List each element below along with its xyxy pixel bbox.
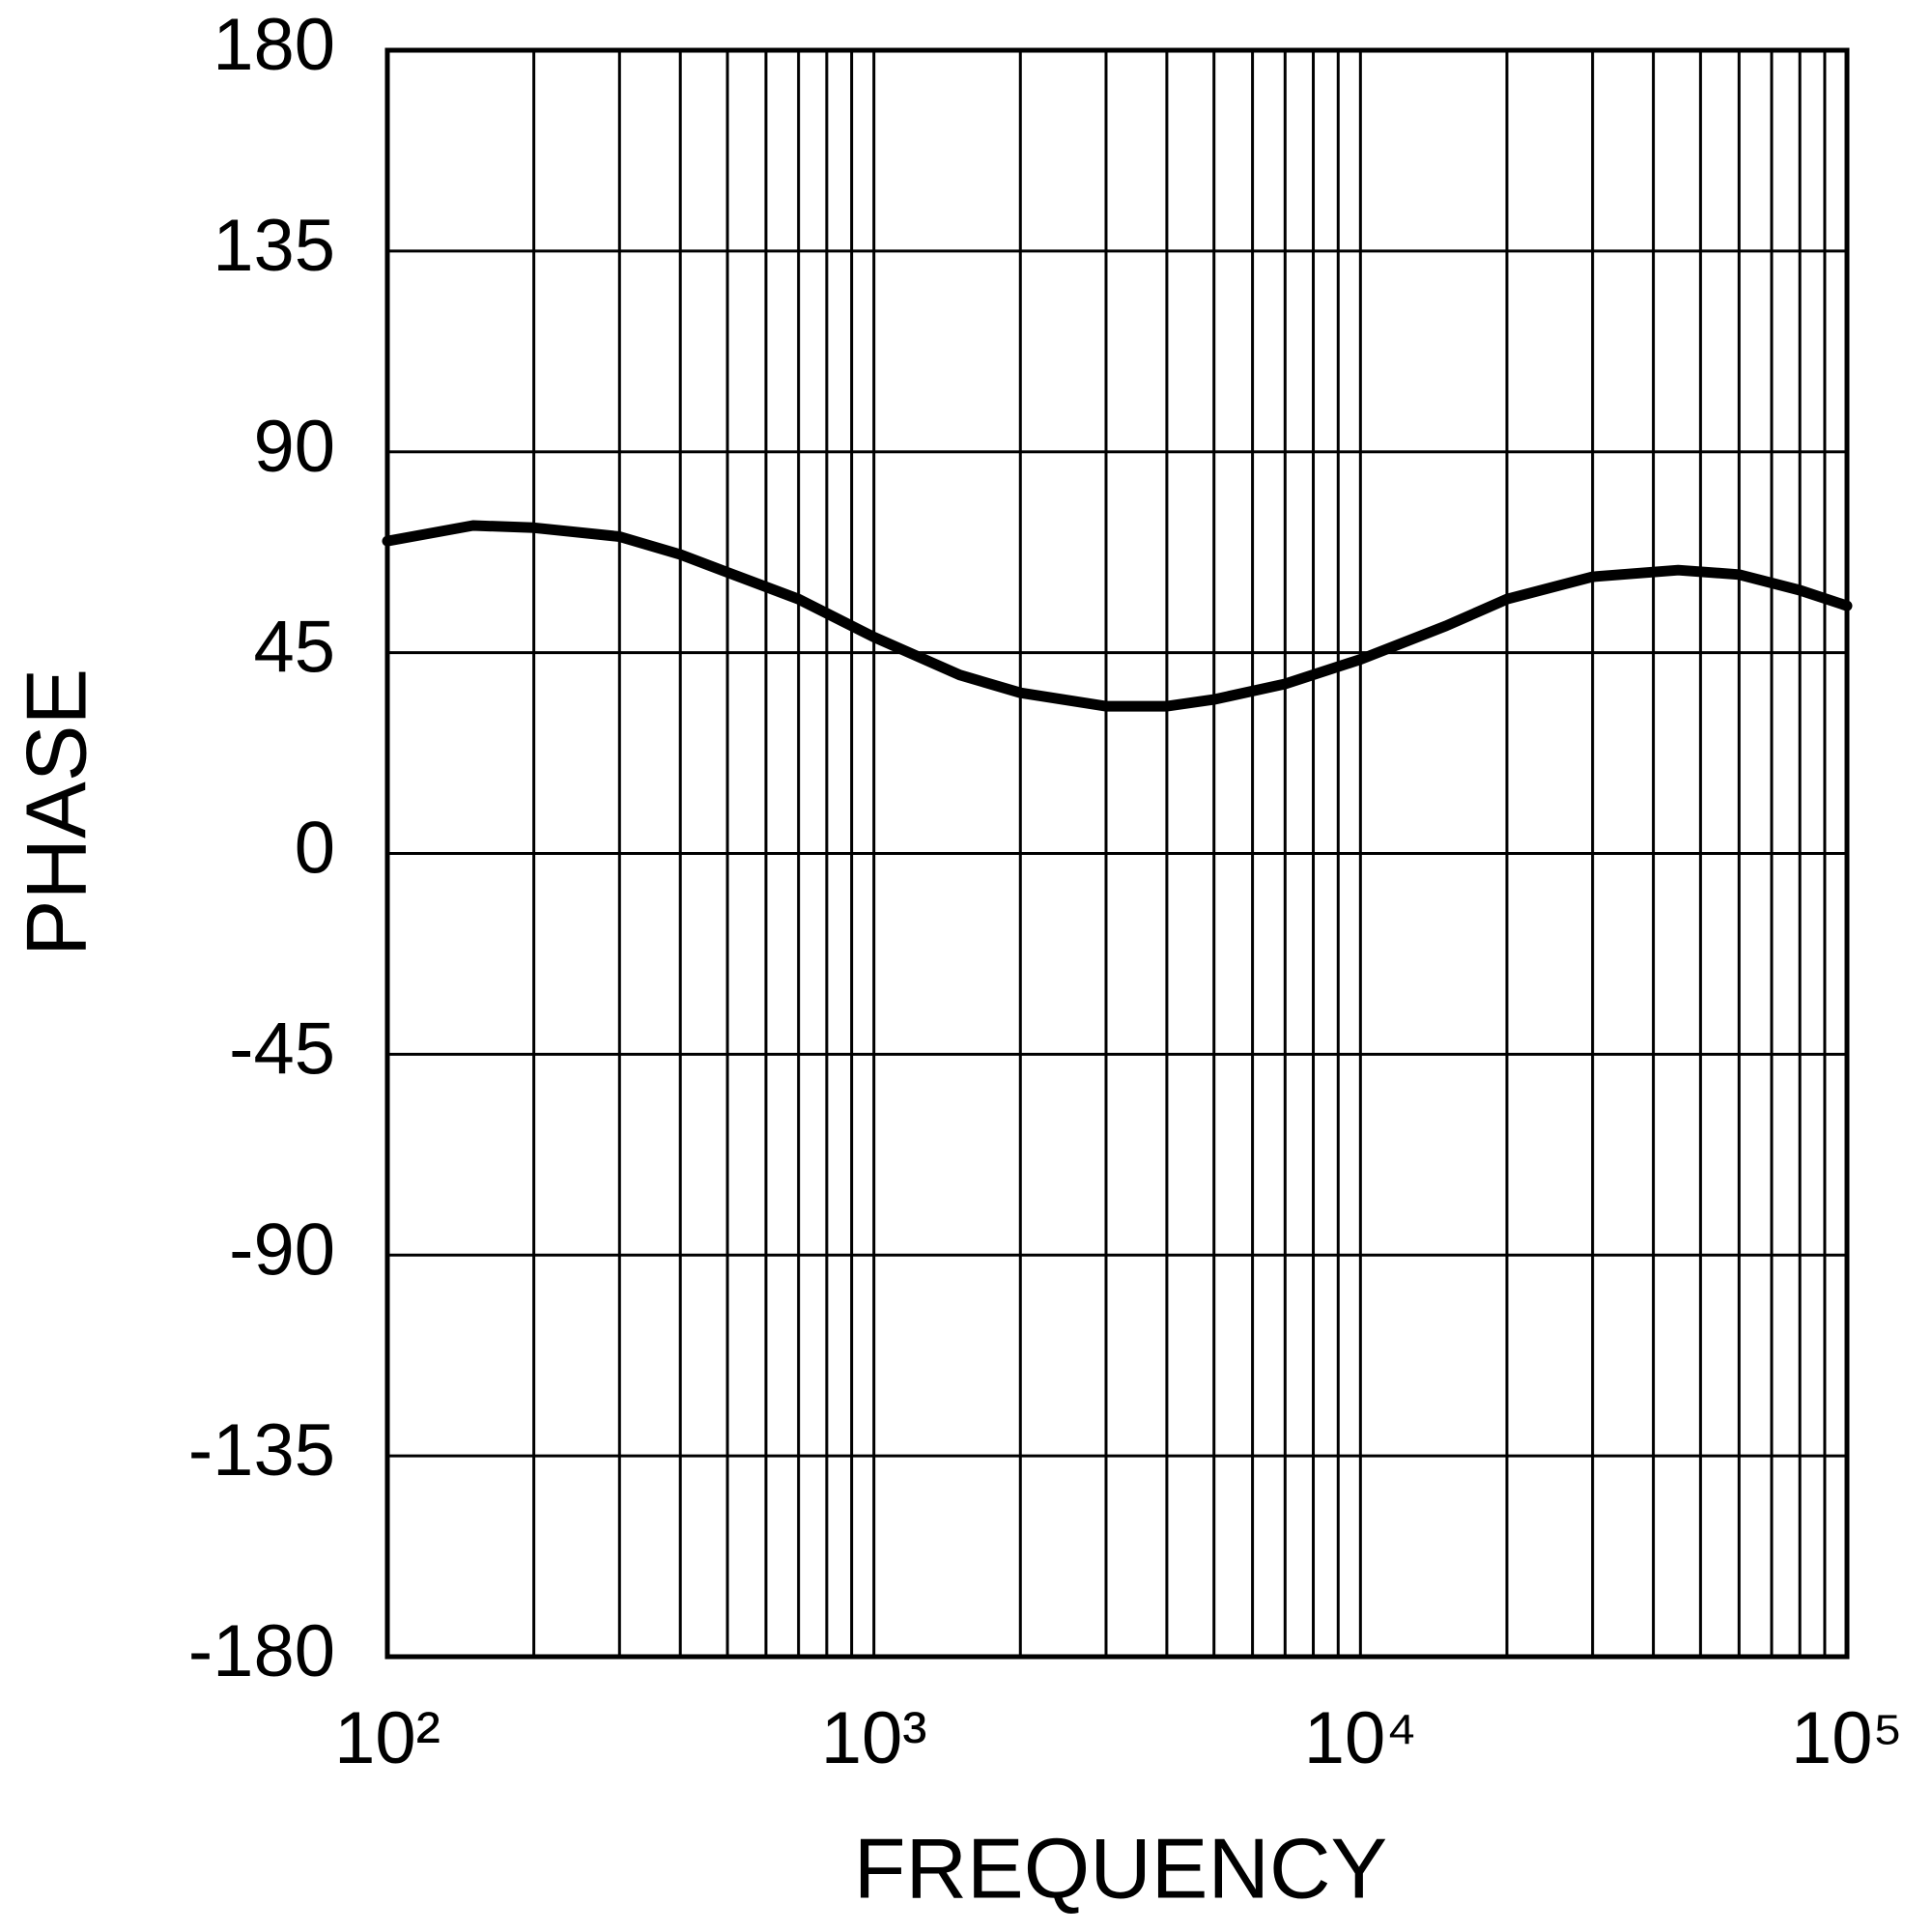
x-tick-label: 10³: [821, 1697, 927, 1779]
y-tick-label: 180: [213, 4, 335, 86]
x-axis-title: FREQUENCY: [854, 1820, 1388, 1916]
y-tick-label: 45: [253, 607, 335, 689]
y-tick-label: -135: [188, 1409, 335, 1492]
plot-frame: [384, 47, 1850, 1660]
x-tick-label: 10⁵: [1791, 1697, 1903, 1779]
y-tick-label: -180: [188, 1610, 335, 1692]
data-line: [382, 520, 1853, 712]
y-tick-label: 0: [295, 808, 335, 890]
y-tick-label: -90: [229, 1208, 335, 1291]
y-axis-title: PHASE: [8, 668, 103, 956]
y-tick-label: -45: [229, 1008, 335, 1090]
y-tick-label: 135: [213, 205, 335, 287]
y-tick-label: 90: [253, 406, 335, 488]
x-tick-label: 10⁴: [1304, 1697, 1417, 1779]
x-tick-label: 10²: [334, 1697, 440, 1779]
